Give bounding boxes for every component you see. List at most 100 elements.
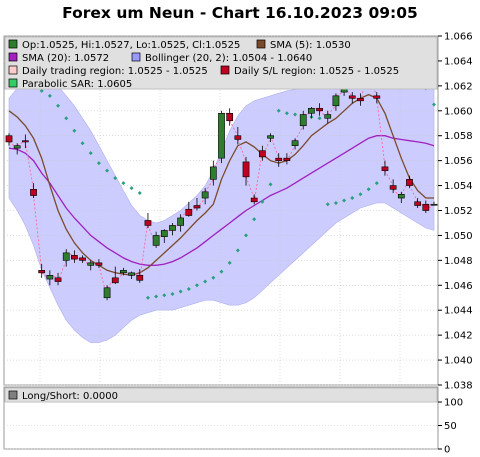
candle-body	[30, 189, 37, 196]
candle-body	[152, 235, 160, 246]
sub-y-tick-label: 0	[444, 445, 450, 456]
candle-body	[218, 112, 225, 159]
y-tick-label: 1.040	[444, 356, 473, 367]
candle-body	[120, 270, 127, 274]
trading-link	[335, 91, 345, 97]
ohlc-legend-swatch	[8, 39, 18, 49]
sar-point	[219, 269, 224, 274]
sar-point	[105, 168, 110, 173]
candle-body	[201, 191, 209, 199]
sl-region-legend-swatch	[220, 65, 230, 75]
candle-body	[46, 275, 54, 280]
longshort-legend-box	[4, 387, 438, 403]
trading-link	[409, 185, 419, 202]
trading-link	[24, 141, 34, 190]
sar-point	[260, 199, 265, 204]
sar-point	[194, 283, 199, 288]
sar-point	[88, 151, 93, 156]
candle-body	[71, 255, 78, 260]
candle-body	[422, 203, 430, 211]
candle-body	[79, 257, 86, 261]
sma5-line	[8, 93, 434, 276]
candle-body	[381, 166, 389, 171]
sar-point	[162, 293, 167, 298]
sar-point	[252, 217, 257, 222]
legend-box	[4, 36, 438, 90]
sar-legend-text: Parabolic SAR: 1.0605	[22, 79, 132, 90]
candle-body	[87, 262, 95, 266]
candle-body	[267, 135, 274, 139]
sar-legend-swatch	[8, 78, 18, 88]
sar-point	[293, 112, 298, 117]
sar-point	[325, 202, 330, 207]
y-tick-label: 1.066	[444, 32, 473, 43]
candle-body	[406, 179, 413, 186]
candle-body	[250, 197, 258, 203]
sar-point	[366, 187, 371, 192]
trading-link	[368, 75, 378, 96]
sar-point	[137, 191, 142, 196]
y-tick-label: 1.046	[444, 281, 473, 292]
trading-link	[82, 259, 91, 266]
sar-point	[113, 176, 118, 181]
trading-link	[400, 179, 410, 195]
sma5-legend-swatch	[256, 39, 266, 49]
sar-point	[154, 294, 159, 299]
y-tick-label: 1.060	[444, 106, 473, 117]
sar-point	[186, 287, 191, 292]
sar-point	[129, 186, 134, 191]
sar-point	[211, 275, 216, 280]
y-tick-label: 1.056	[444, 156, 473, 167]
candle-body	[62, 252, 70, 261]
y-tick-label: 1.038	[444, 381, 473, 392]
sar-point	[350, 196, 355, 201]
sar-point	[56, 103, 61, 108]
sma5-legend-text: SMA (5): 1.0530	[270, 40, 351, 51]
sar-point	[227, 260, 232, 265]
sar-point	[145, 295, 150, 300]
sar-point	[203, 279, 208, 284]
y-tick-label: 1.050	[444, 231, 473, 242]
candle-body	[13, 145, 21, 149]
y-tick-label: 1.064	[444, 56, 473, 67]
candle-body	[103, 287, 111, 299]
candle-body	[95, 262, 103, 266]
candle-body	[111, 277, 119, 284]
y-tick-label: 1.058	[444, 131, 473, 142]
trading-link	[212, 157, 222, 168]
trading-link	[98, 265, 108, 298]
candle-body	[38, 270, 46, 274]
y-tick-label: 1.062	[444, 81, 473, 92]
y-axis-ticks: 1.038 1.040 1.042 1.044 1.046 1.048 1.050 1.052…	[438, 32, 473, 392]
candle-body	[316, 107, 323, 112]
candle-body	[299, 114, 307, 127]
candle-body	[275, 157, 283, 161]
candle-body	[226, 112, 234, 122]
chart-title: Forex um Neun - Chart 16.10.2023 09:05	[62, 4, 418, 22]
candle-body	[128, 272, 135, 276]
longshort-y-axis-ticks: 0 50 100	[438, 398, 463, 456]
candle-body	[430, 203, 438, 206]
sar-point	[244, 233, 249, 238]
trading-link	[384, 170, 394, 186]
sar-point	[72, 128, 77, 133]
y-tick-label: 1.048	[444, 256, 473, 267]
sar-point	[178, 289, 183, 294]
y-tick-label: 1.044	[444, 306, 473, 317]
sub-y-tick-label: 50	[444, 421, 457, 432]
trading-link	[33, 195, 43, 271]
sar-point	[276, 108, 281, 113]
longshort-legend-swatch	[8, 390, 18, 400]
candle-body	[283, 157, 291, 161]
trading-region-legend-text: Daily trading region: 1.0525 - 1.0525	[22, 66, 208, 77]
candle-body	[177, 217, 184, 226]
candle-body	[21, 140, 29, 143]
sar-point	[39, 88, 44, 93]
candle-body	[308, 107, 315, 114]
candle-body	[54, 277, 62, 282]
trading-link	[229, 120, 239, 136]
ohlc-legend-text: Op:1.0525, Hi:1.0527, Lo:1.0525, Cl:1.05…	[22, 40, 240, 51]
sar-point	[64, 116, 69, 121]
candle-body	[136, 275, 144, 281]
trading-link	[376, 98, 386, 167]
